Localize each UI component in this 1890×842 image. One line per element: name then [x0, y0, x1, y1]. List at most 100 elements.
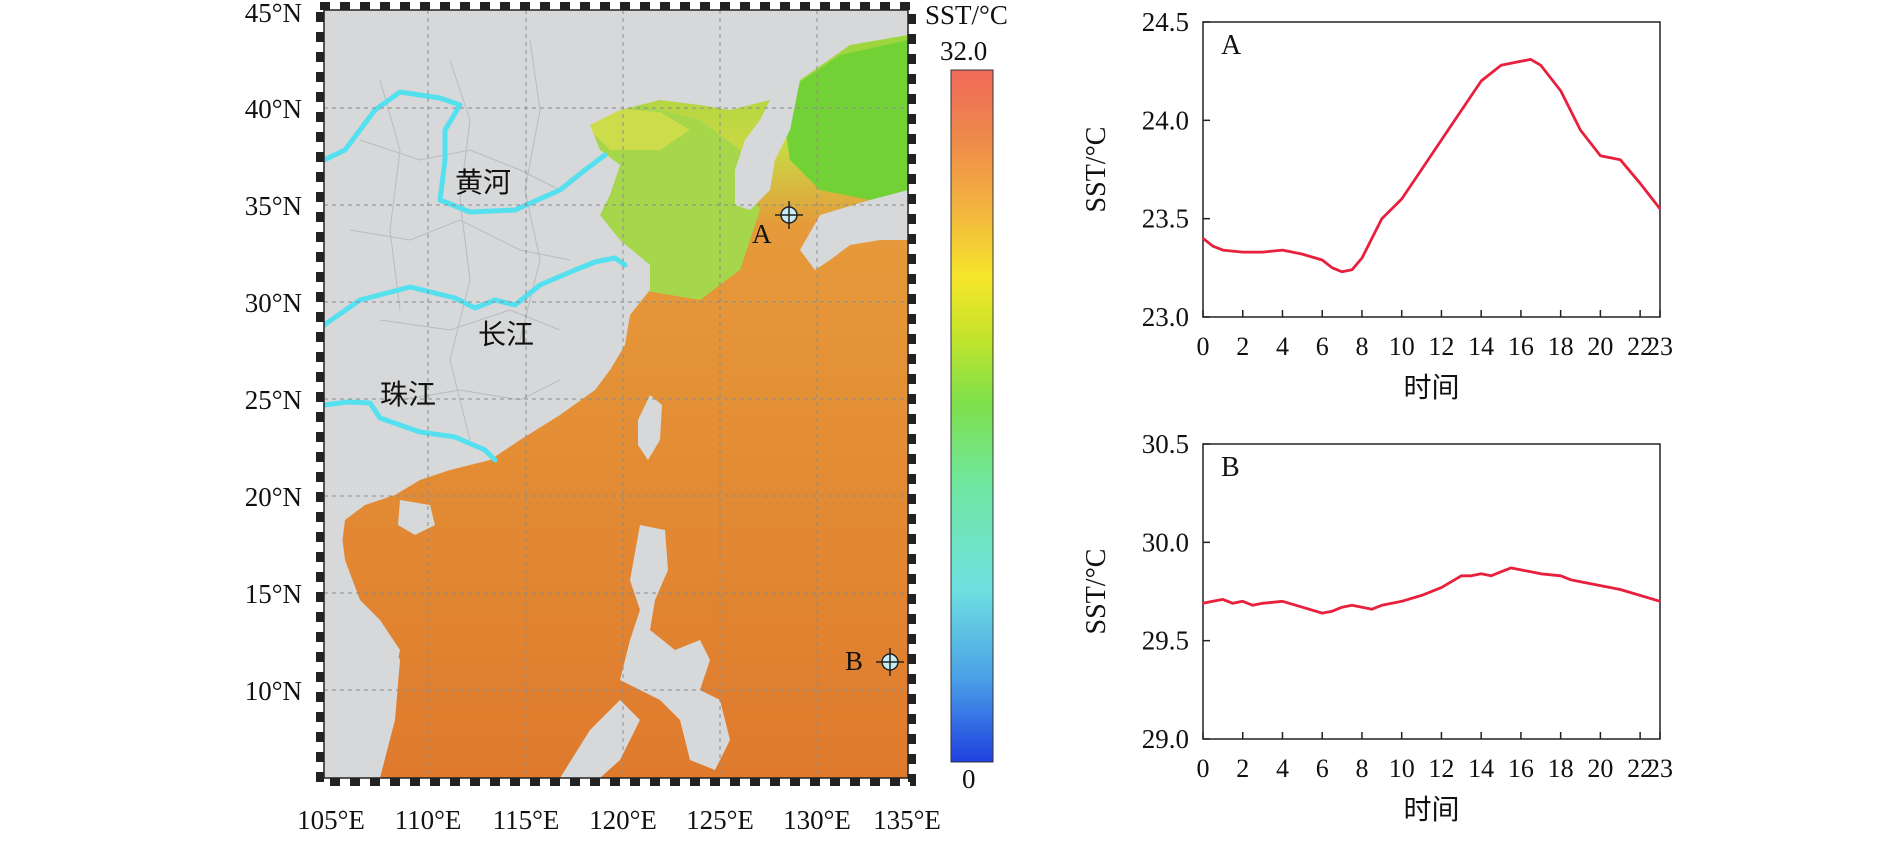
data-point: [1440, 586, 1443, 589]
river-label-pearl: 珠江: [380, 378, 437, 411]
land-borneo: [560, 700, 640, 778]
data-point: [1381, 217, 1383, 220]
map-frame: [316, 2, 916, 786]
data-point: [1420, 168, 1423, 171]
land-taiwan: [638, 395, 662, 460]
x-tick-label: 12: [1428, 754, 1454, 783]
x-tick-label: 18: [1548, 332, 1574, 361]
lon-label: 105°E: [297, 805, 365, 835]
colorbar-min-label: 0: [962, 764, 976, 794]
data-point: [1341, 270, 1343, 273]
data-point: [1222, 249, 1224, 251]
data-point: [1539, 573, 1542, 575]
station-a-marker: [775, 201, 803, 229]
data-point: [1321, 612, 1324, 614]
x-tick-label: 14: [1468, 754, 1494, 783]
lat-label: 45°N: [244, 0, 302, 28]
lon-label: 115°E: [492, 805, 560, 835]
lon-label: 135°E: [873, 805, 941, 835]
data-point: [1659, 208, 1661, 210]
colorbar: [950, 69, 994, 763]
lon-label: 110°E: [394, 805, 462, 835]
data-point: [1241, 600, 1244, 603]
x-tick-label: 20: [1587, 754, 1613, 783]
data-point: [1212, 600, 1214, 603]
lat-label: 15°N: [244, 579, 302, 609]
y-tick-label: 24.5: [1142, 7, 1189, 37]
data-point: [1530, 571, 1532, 573]
data-point: [1261, 602, 1264, 605]
x-tick-label: 16: [1508, 754, 1534, 783]
data-point: [1212, 245, 1214, 247]
lat-label: 10°N: [244, 676, 302, 706]
data-point: [1460, 574, 1463, 577]
data-point: [1510, 567, 1512, 569]
x-tick-label: 23: [1647, 332, 1673, 361]
y-tick-label: 24.0: [1142, 105, 1189, 135]
lon-label: 120°E: [589, 805, 657, 835]
plot-frame: [1202, 443, 1661, 740]
land-korea: [735, 80, 800, 210]
x-tick-label: 16: [1508, 332, 1534, 361]
x-tick-label: 2: [1236, 332, 1249, 361]
yangtze-river: [324, 255, 628, 328]
lat-label: 25°N: [244, 385, 302, 415]
data-point: [1420, 594, 1423, 597]
x-tick-label: 23: [1647, 754, 1673, 783]
x-tick-label: 10: [1389, 332, 1415, 361]
y-axis-label: SST/°C: [1081, 549, 1112, 635]
data-point: [1281, 600, 1284, 603]
x-tick-label: 18: [1548, 754, 1574, 783]
data-point: [1659, 600, 1661, 603]
data-point: [1559, 90, 1562, 92]
x-axis-label: 时间: [1403, 794, 1459, 826]
data-point: [1351, 604, 1353, 607]
y-tick-label: 30.0: [1142, 527, 1189, 557]
x-tick-label: 10: [1389, 754, 1415, 783]
data-point: [1241, 251, 1244, 253]
data-point: [1331, 267, 1333, 269]
pearl-river: [324, 399, 498, 463]
data-point: [1261, 251, 1264, 253]
y-tick-label: 23.5: [1142, 204, 1189, 234]
map-gridlines: [324, 10, 908, 778]
x-tick-label: 20: [1587, 332, 1613, 361]
data-point: [1480, 573, 1482, 575]
data-point: [1639, 594, 1641, 597]
data-point: [1480, 80, 1482, 82]
data-point: [1539, 64, 1542, 67]
data-point: [1500, 571, 1502, 573]
plot-frame: [1202, 21, 1661, 318]
land-indochina: [324, 520, 400, 778]
data-point: [1619, 158, 1622, 161]
data-point: [1321, 259, 1324, 261]
data-point: [1619, 588, 1622, 591]
land-philippines: [620, 525, 730, 770]
lon-label: 130°E: [783, 805, 851, 835]
x-tick-label: 0: [1197, 754, 1210, 783]
data-point: [1361, 606, 1363, 609]
colorbar-max-label: 32.0: [940, 36, 988, 66]
land-china: [324, 10, 908, 778]
x-tick-label: 2: [1236, 754, 1249, 783]
colorbar-title: SST/°C: [925, 0, 1008, 30]
data-point: [1639, 182, 1641, 185]
data-point: [1579, 129, 1582, 131]
x-tick-label: 6: [1316, 754, 1329, 783]
data-point: [1222, 598, 1224, 601]
x-tick-label: 8: [1355, 754, 1368, 783]
data-point: [1351, 269, 1353, 271]
data-point: [1361, 257, 1363, 259]
station-b-marker: [876, 648, 904, 676]
data-point: [1202, 237, 1204, 240]
data-point: [1281, 249, 1284, 251]
lat-label: 20°N: [244, 482, 302, 512]
data-point: [1559, 574, 1562, 577]
data-point: [1400, 198, 1403, 200]
x-tick-label: 8: [1355, 332, 1368, 361]
x-tick-label: 4: [1276, 754, 1289, 783]
land-japan: [800, 190, 908, 270]
lat-label: 40°N: [244, 94, 302, 124]
